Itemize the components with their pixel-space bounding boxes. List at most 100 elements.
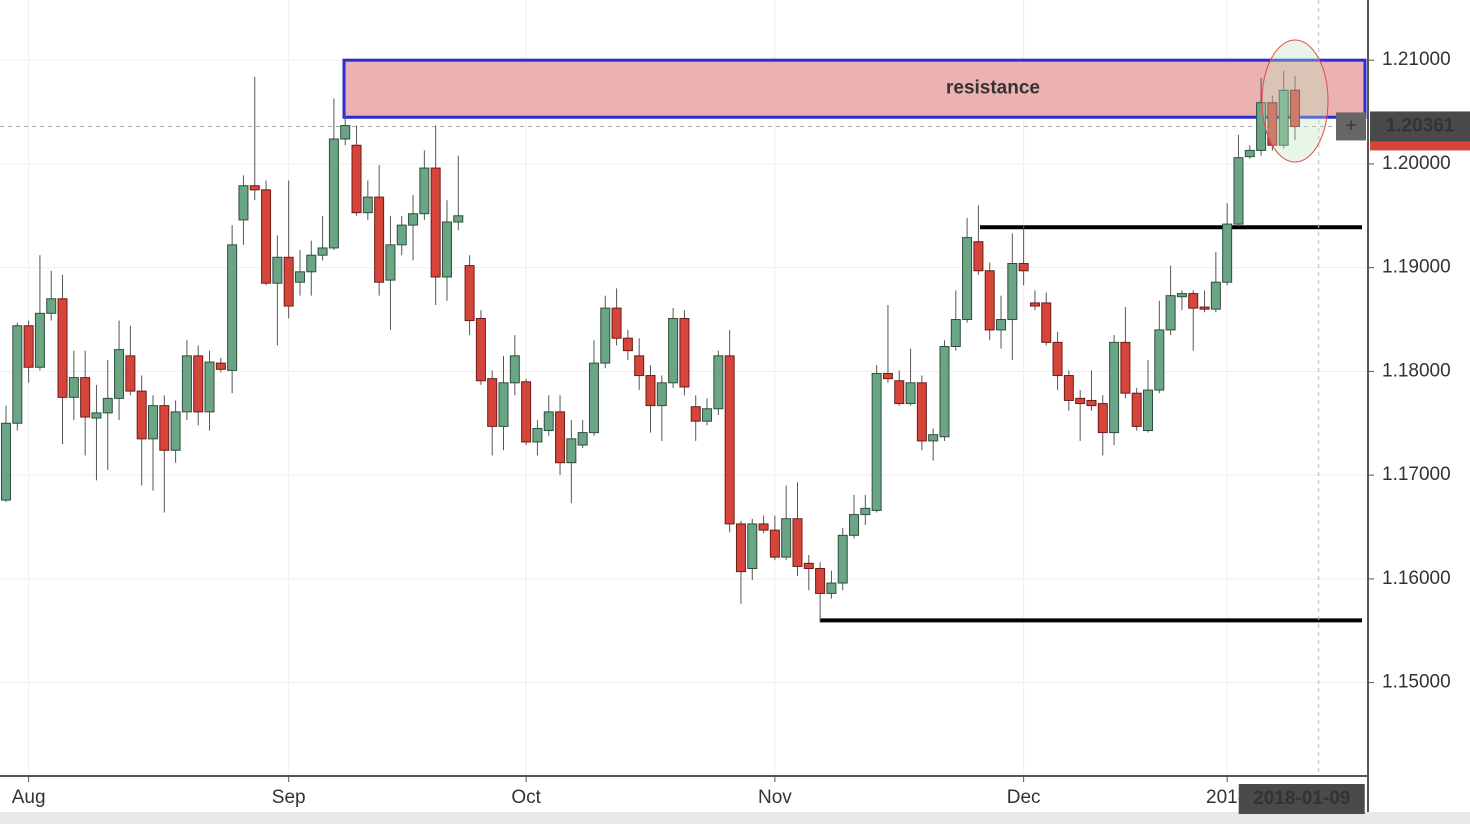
highlight-ellipse [1261,39,1329,163]
candle-body [1007,263,1018,321]
candle-body [464,265,475,322]
candle-body [261,189,272,284]
candle-body [792,518,803,567]
candle-body [12,325,23,424]
candle-body [849,514,860,536]
y-tick-label: 1.21000 [1382,49,1451,70]
candle-body [566,438,577,464]
price-tag-bg [1336,112,1366,141]
candle-body [102,397,113,414]
x-tick-label: 2018 [1206,787,1248,808]
candle-body [962,237,973,321]
candle-body [973,241,984,272]
candle-body [758,523,769,531]
candle-body [91,412,102,419]
candle-body [769,529,780,558]
candle-body [577,432,588,446]
candle-body [1244,149,1255,158]
candle-body [68,377,79,398]
candle-body [916,382,927,442]
candle-body [1188,293,1199,309]
candle-body [1086,399,1097,407]
candle-body [147,405,158,440]
candle-body [1052,341,1063,377]
y-tick-label: 1.16000 [1382,568,1451,589]
y-tick-label: 1.19000 [1382,257,1451,278]
candle-body [1256,102,1267,151]
candle-body [882,372,893,380]
candle-body [1075,397,1086,405]
candle-body [1176,293,1187,298]
x-tick-label: Dec [1007,787,1041,808]
candle-body [23,325,34,368]
candle-body [588,362,599,434]
candles [1,70,1300,623]
candle-body [1,422,11,501]
resistance-zone [342,58,1367,119]
candle-body [702,408,713,422]
candle-body [374,196,385,283]
candle-body [430,167,441,278]
x-tick-label: Nov [758,787,792,808]
candle-body [781,518,792,558]
candle-body [950,319,961,348]
candle-body [159,405,170,451]
candle-body [803,562,814,570]
price-tag-red [1370,140,1470,151]
y-tick-label: 1.20000 [1382,153,1451,174]
candle-body [928,434,939,442]
labels: 1.15000 1.16000 1.17000 1.18000 1.19000 1.200… [12,49,1470,814]
candle-body [815,568,826,594]
candle-body [1018,263,1029,272]
candle-body [57,298,68,398]
candle-body [249,185,260,191]
candle-body [181,355,192,413]
candle-body [826,582,837,594]
candle-body [1109,341,1120,434]
candle-body [362,196,373,214]
candle-body [193,355,204,413]
candle-body [125,355,136,392]
candle-body [453,215,464,223]
bottom-strip [0,812,1470,824]
candle-body [215,362,226,370]
candle-body [747,523,758,570]
candle-body [1233,157,1244,225]
candle-body [385,244,396,281]
candle-body [475,317,486,382]
candle-body [1210,281,1221,310]
candle-body [1097,403,1108,434]
candle-body [351,144,362,214]
candle-body [532,427,543,443]
candle-body [498,382,509,427]
candle-body [622,337,633,352]
candle-body [306,254,317,273]
candle-body [227,244,238,371]
candle-body [713,355,724,410]
candle-body [114,349,125,399]
crosshair-plus: + [1345,115,1356,136]
candle-body [1222,223,1233,283]
candle-body [1199,306,1210,310]
candle-body [1029,302,1040,307]
candle-body [1041,302,1052,343]
candle-body [1289,89,1300,128]
candle-body [543,411,554,432]
candle-body [441,221,452,278]
x-tick-label: Oct [511,787,541,808]
candle-body [611,307,622,339]
y-tick-label: 1.15000 [1382,672,1451,693]
candle-body [1120,341,1131,394]
candle-body [509,355,520,384]
candle-body [80,377,91,418]
resistance-label: resistance [946,78,1040,99]
candle-body [419,167,430,215]
candle-body [837,534,848,584]
candle-body [668,317,679,384]
candle-body [328,138,339,249]
candle-body [1165,295,1176,331]
candle-body [1278,89,1289,146]
date-tag [1238,784,1365,814]
